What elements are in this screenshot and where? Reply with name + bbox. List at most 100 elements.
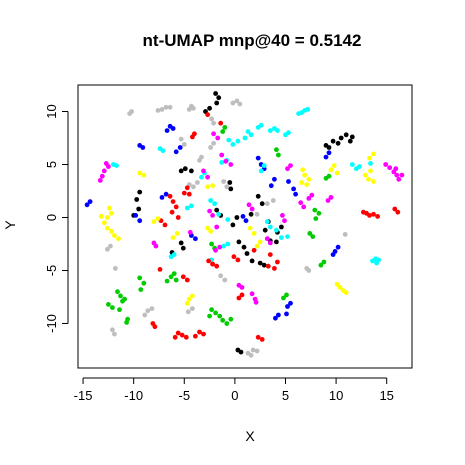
data-point [248,211,254,217]
data-point [223,158,229,164]
data-point [239,292,245,298]
data-point [251,231,257,236]
data-point [275,259,280,265]
data-point [284,292,289,298]
data-point [181,142,187,147]
data-point [231,254,237,260]
data-point [286,179,291,184]
data-point [216,211,222,217]
data-point [219,152,225,158]
data-point [285,234,290,240]
data-point [225,241,231,247]
data-point [368,168,373,174]
data-point [199,154,204,160]
data-point [140,145,146,150]
data-point [222,277,228,283]
data-point [155,216,161,222]
data-point [149,306,155,311]
data-point [168,274,174,280]
data-point [251,247,257,253]
data-point [142,312,148,318]
data-point [257,260,263,266]
data-point [107,205,112,211]
data-point [304,182,310,188]
data-point [312,207,318,213]
data-point [173,204,179,210]
data-point [268,183,274,189]
data-point [186,191,192,197]
data-point [304,266,310,271]
data-point [347,138,353,144]
data-point [270,198,276,203]
data-point [207,313,213,319]
data-point [221,179,227,184]
data-point [335,140,341,146]
data-point [228,316,234,322]
data-point [220,129,226,135]
data-point [361,209,366,215]
data-point [392,206,398,212]
data-point [210,261,216,267]
data-point [393,166,399,172]
x-tick-label: -15 [74,388,93,403]
data-point [193,236,198,242]
data-point [228,186,234,192]
data-point [201,331,206,337]
data-point [272,266,277,271]
data-point [217,313,223,319]
data-point [338,135,344,141]
data-point [235,257,241,263]
data-point [326,150,332,156]
data-point [307,231,313,236]
data-point [383,162,389,167]
data-point [98,214,104,219]
data-point [138,287,144,292]
data-point [220,317,226,323]
data-point [159,195,165,200]
data-point [133,213,139,218]
data-point [209,116,215,122]
data-point [163,104,169,110]
x-tick-label: 15 [379,388,393,403]
data-point [293,191,298,197]
data-point [173,277,179,283]
data-point [101,220,107,226]
data-point [84,202,90,208]
data-point [261,163,267,169]
data-point [265,263,271,269]
data-point [207,105,213,111]
x-axis-label: X [245,428,255,444]
data-point [399,172,405,178]
data-point [106,302,111,307]
data-point [184,205,190,211]
data-point [178,168,184,174]
data-point [302,172,308,178]
data-point [313,216,319,222]
data-point [205,112,211,118]
data-point [227,180,233,185]
data-point [246,202,252,208]
data-point [253,299,259,305]
data-point [267,224,273,230]
data-point [334,281,340,287]
data-point [334,170,340,176]
data-point [244,251,250,256]
data-point [181,190,187,196]
data-point [171,271,177,277]
data-point [299,180,305,185]
data-point [274,227,279,233]
data-point [234,215,240,220]
data-point [134,197,140,202]
data-point [213,247,219,253]
data-point [182,166,188,172]
data-point [368,161,373,166]
data-point [250,347,256,353]
data-point [173,149,179,155]
data-point [186,107,192,112]
data-point [262,227,268,233]
data-point [211,140,217,146]
data-point [343,132,349,138]
data-point [164,128,170,134]
data-point [264,236,270,242]
data-point [267,128,273,134]
